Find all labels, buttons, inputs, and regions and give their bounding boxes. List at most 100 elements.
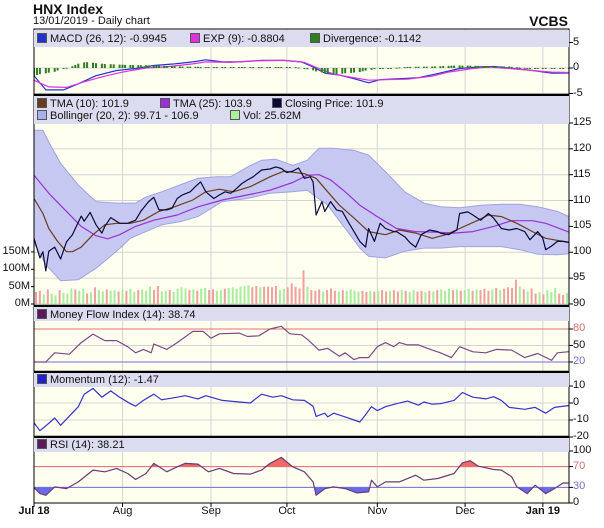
volume-bar (153, 290, 155, 304)
legend-label: Money Flow Index (14): 38.74 (50, 309, 196, 321)
volume-bar (38, 290, 41, 304)
volume-bar (452, 290, 454, 304)
divergence-bar (124, 64, 127, 68)
divergence-bar (86, 62, 89, 68)
divergence-bar (238, 67, 241, 68)
volume-axis-label: 50M (8, 279, 30, 292)
volume-bar (298, 288, 301, 304)
volume-bar (125, 290, 128, 304)
volume-bar (534, 293, 537, 304)
divergence-bar (47, 68, 50, 73)
volume-bar (66, 293, 69, 304)
divergence-bar (77, 63, 80, 68)
volume-bar (389, 290, 391, 304)
divergence-bar (477, 65, 480, 68)
volume-bar (133, 291, 136, 304)
divergence-bar (155, 65, 158, 68)
divergence-bar (492, 66, 495, 68)
macd-series-group (34, 59, 569, 91)
volume-bar (479, 290, 482, 304)
divergence-bar (137, 65, 140, 68)
main-y-tick-label: 120 (573, 141, 592, 154)
chart-frame (33, 28, 570, 504)
divergence-bar (379, 68, 382, 69)
volume-bar (50, 293, 53, 304)
chart-subtitle: 13/01/2019 - Daily chart (33, 15, 150, 27)
divergence-bar (510, 66, 513, 68)
chart-title: HNX Index (33, 1, 104, 17)
legend-label: Closing Price: 101.9 (285, 98, 384, 110)
divergence-bar (36, 68, 38, 75)
volume-bar (392, 290, 395, 304)
volume-bar (215, 290, 218, 304)
divergence-bar (103, 64, 106, 68)
volume-bar (503, 288, 506, 304)
volume-bar (310, 290, 313, 304)
divergence-bar (484, 66, 487, 68)
divergence-bar (534, 68, 537, 69)
divergence-bar (559, 68, 562, 69)
divergence-bar (274, 67, 277, 68)
volume-bar (82, 288, 85, 304)
divergence-bar (243, 67, 246, 68)
mfi-series-group (34, 325, 569, 363)
divergence-bar (83, 62, 86, 68)
volume-bar (542, 294, 545, 304)
divergence-bar (186, 66, 189, 68)
divergence-bar (280, 67, 283, 68)
volume-bar (499, 290, 502, 304)
momentum-y-tick-label: -10 (573, 413, 589, 425)
volume-bar (381, 290, 384, 304)
divergence-bar (249, 67, 252, 68)
divergence-bar (121, 64, 124, 68)
volume-bar (231, 287, 234, 304)
divergence-bar (526, 68, 529, 69)
volume-bar (184, 288, 187, 304)
main-legend-band (34, 96, 569, 124)
volume-bar (322, 291, 325, 304)
x-axis-label: Dec (455, 505, 475, 517)
volume-bar (282, 288, 285, 304)
volume-bar (141, 289, 144, 304)
macd-legend-item: Divergence: -0.1142 (310, 33, 421, 45)
divergence-bar (409, 66, 412, 68)
divergence-bar (194, 66, 197, 68)
volume-bar (558, 293, 561, 304)
divergence-bar (403, 67, 406, 69)
main-y-tick-label: 125 (573, 116, 592, 128)
volume-bar (396, 291, 399, 304)
volume-bar (526, 291, 529, 304)
volume-bar (518, 286, 521, 304)
volume-bar (86, 293, 89, 304)
divergence-bar (350, 68, 353, 73)
divergence-bar (332, 68, 335, 74)
volume-bar (239, 286, 242, 304)
divergence-bar (266, 67, 269, 68)
divergence-bar (62, 68, 65, 70)
volume-bar (62, 292, 65, 304)
volume-bar (440, 289, 443, 304)
volume-bar (408, 291, 411, 304)
volume-bar (259, 287, 262, 304)
volume-bar (538, 292, 541, 304)
volume-bar (475, 289, 478, 304)
volume-bar (243, 286, 246, 304)
divergence-bar (312, 68, 315, 71)
rsi-y-tick-label: 0 (573, 496, 580, 508)
volume-bar (46, 289, 49, 304)
legend-swatch-icon (230, 110, 240, 120)
legend-label: Bollinger (20, 2): 99.71 - 106.9 (50, 110, 199, 122)
volume-bar (70, 288, 73, 304)
divergence-bar (364, 68, 367, 71)
divergence-bar (285, 67, 288, 68)
divergence-bar (450, 65, 453, 68)
volume-bar (404, 290, 407, 304)
divergence-bar (442, 66, 445, 68)
divergence-bar (326, 68, 329, 74)
volume-bar (562, 295, 565, 304)
volume-bar (172, 291, 175, 304)
main-y-tick-label: 115 (573, 167, 591, 180)
divergence-bar (453, 65, 456, 68)
divergence-bar (306, 68, 309, 70)
volume-bar (54, 295, 57, 304)
